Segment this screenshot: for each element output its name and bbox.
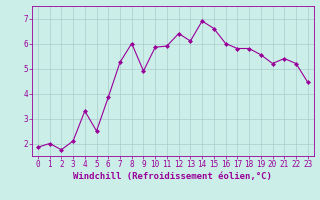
X-axis label: Windchill (Refroidissement éolien,°C): Windchill (Refroidissement éolien,°C)	[73, 172, 272, 181]
